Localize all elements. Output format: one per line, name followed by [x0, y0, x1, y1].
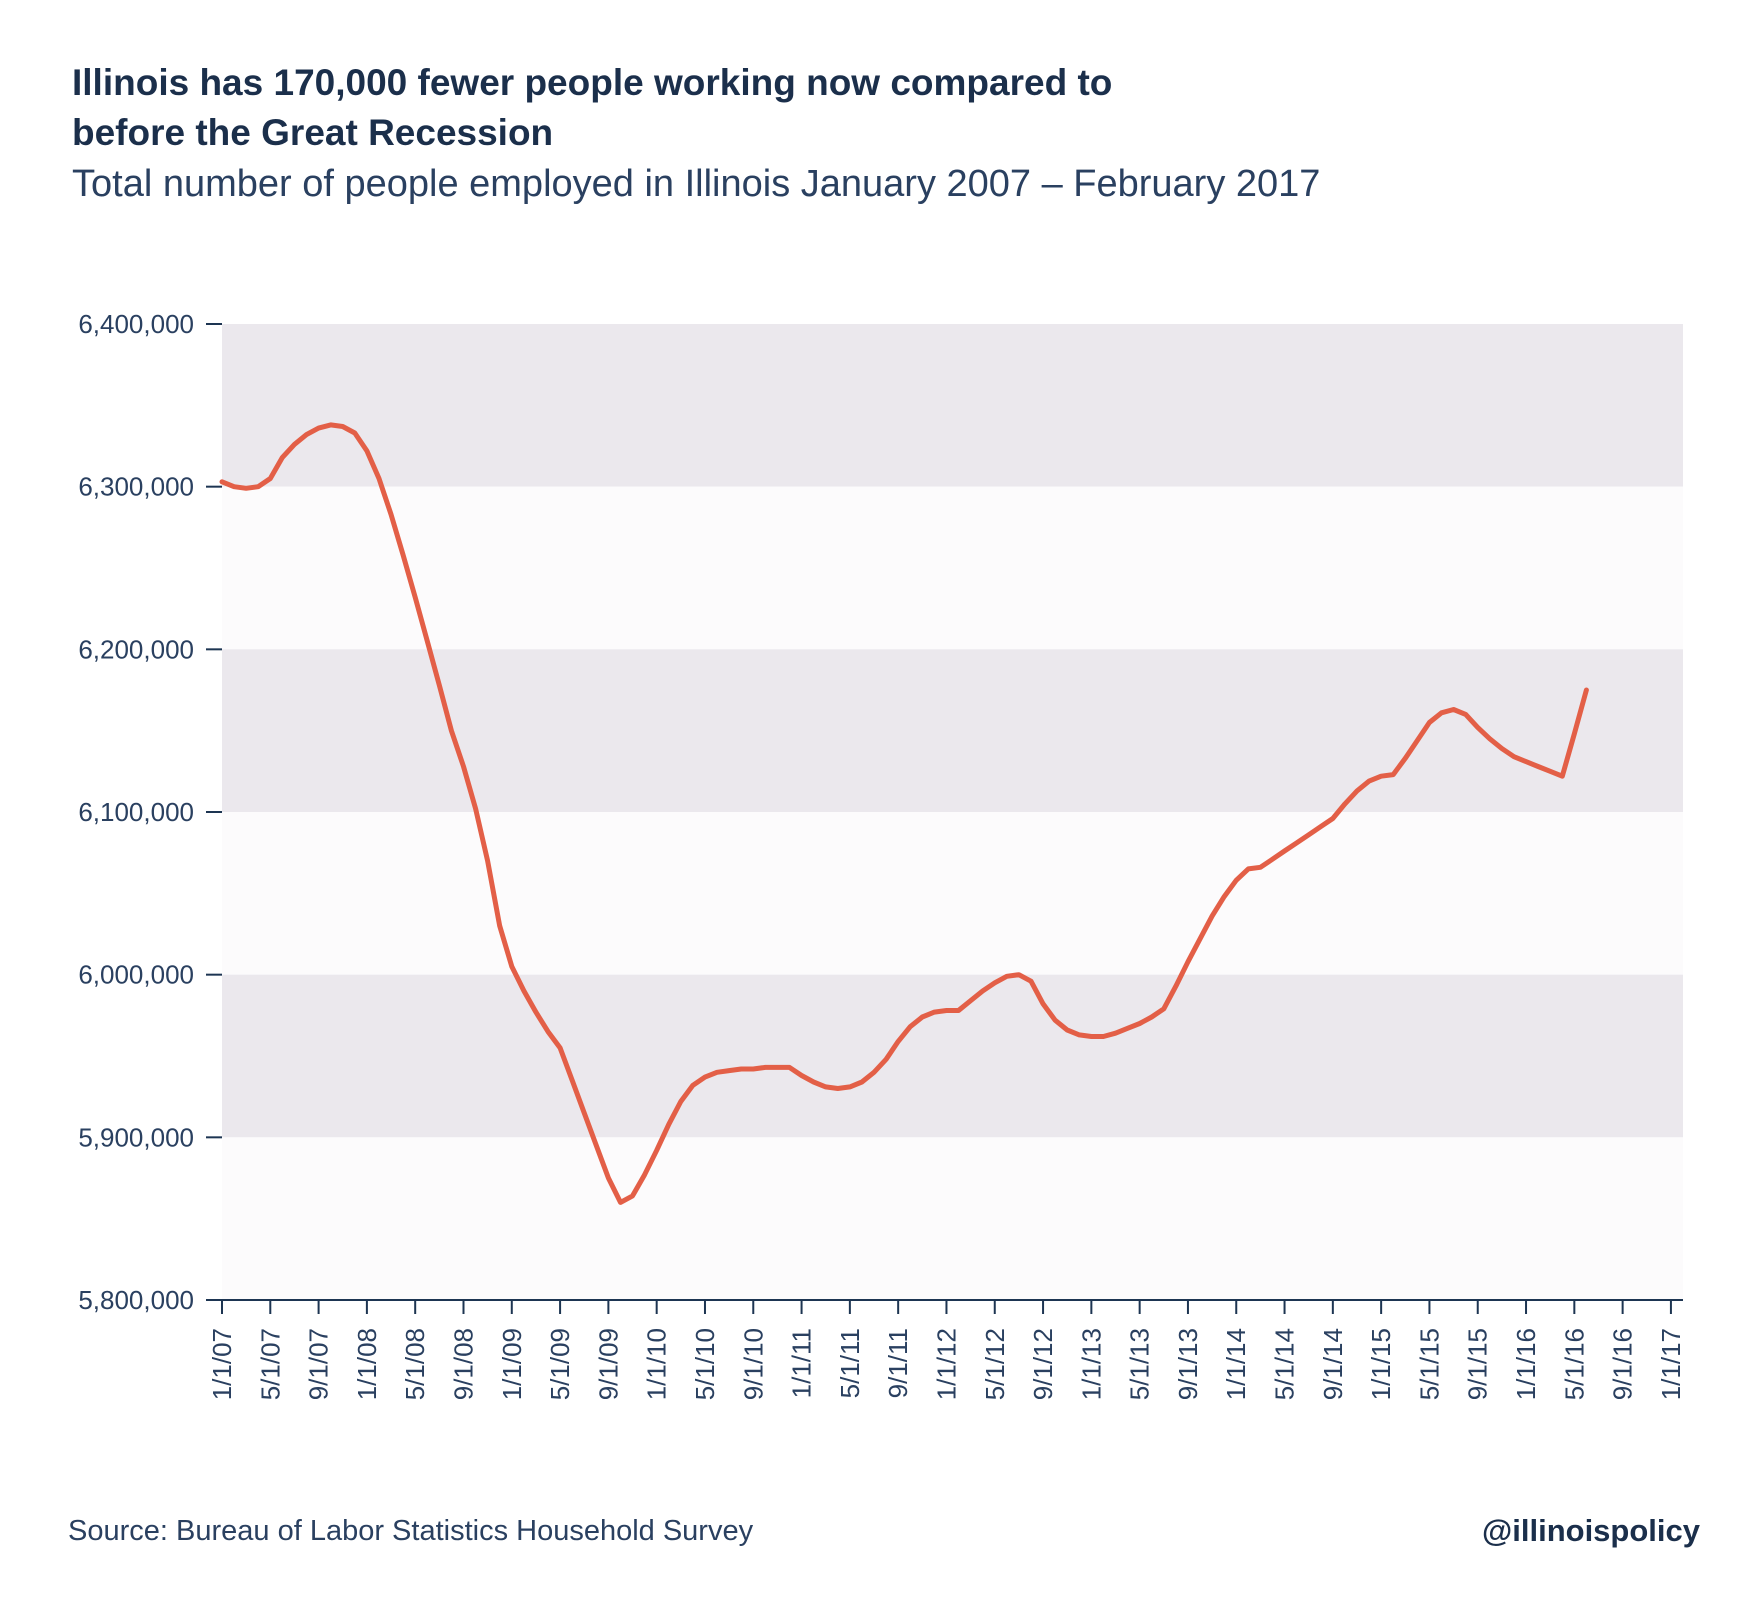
x-tick-label: 9/1/11	[883, 1328, 913, 1398]
x-tick-label: 1/1/11	[787, 1328, 817, 1398]
x-tick-label: 1/1/08	[352, 1328, 382, 1400]
x-tick-label: 1/1/15	[1366, 1328, 1396, 1400]
x-tick-label: 9/1/08	[448, 1328, 478, 1400]
x-tick-label: 9/1/15	[1463, 1328, 1493, 1400]
grid-band	[222, 324, 1683, 487]
employment-series-line	[219, 422, 1589, 1205]
grid-band	[222, 649, 1683, 812]
x-tick-label: 5/1/13	[1125, 1328, 1155, 1400]
x-tick-label: 9/1/16	[1608, 1328, 1638, 1400]
chart-title-line-2: before the Great Recession	[72, 112, 554, 153]
chart-subtitle: Total number of people employed in Illin…	[72, 163, 1321, 205]
x-tick-label: 5/1/16	[1559, 1328, 1589, 1400]
x-tick-label: 5/1/12	[980, 1328, 1010, 1400]
source-note: Source: Bureau of Labor Statistics House…	[68, 1515, 754, 1547]
x-tick-label: 9/1/09	[593, 1328, 623, 1400]
x-tick-label: 5/1/14	[1270, 1328, 1300, 1400]
x-tick-label: 1/1/10	[642, 1328, 672, 1400]
x-tick-label: 1/1/07	[207, 1328, 237, 1400]
x-tick-label: 9/1/12	[1028, 1328, 1058, 1400]
x-tick-label: 5/1/09	[545, 1328, 575, 1400]
x-tick-label: 1/1/17	[1656, 1328, 1686, 1400]
x-tick-label: 9/1/13	[1173, 1328, 1203, 1400]
y-tick-label: 5,800,000	[78, 1285, 194, 1315]
x-tick-label: 5/1/07	[255, 1328, 285, 1400]
grid-band	[222, 974, 1683, 1138]
y-tick-label: 6,000,000	[78, 960, 194, 990]
grid-band	[222, 1137, 1683, 1300]
x-tick-label: 5/1/10	[690, 1328, 720, 1400]
chart-title-line-1: Illinois has 170,000 fewer people workin…	[72, 62, 1113, 103]
x-tick-label: 1/1/13	[1076, 1328, 1106, 1400]
chart-title: Illinois has 170,000 fewer people workin…	[72, 58, 1472, 158]
x-tick-label: 9/1/10	[738, 1328, 768, 1400]
y-tick-label: 6,300,000	[78, 472, 194, 502]
x-tick-label: 1/1/12	[931, 1328, 961, 1400]
brand-handle: @illinoispolicy	[1482, 1513, 1700, 1548]
x-tick-label: 1/1/09	[497, 1328, 527, 1400]
y-tick-label: 6,100,000	[78, 797, 194, 827]
y-tick-label: 6,400,000	[78, 309, 194, 339]
grid-band	[222, 812, 1683, 975]
x-tick-label: 5/1/11	[835, 1328, 865, 1398]
y-tick-label: 6,200,000	[78, 634, 194, 664]
x-tick-label: 5/1/15	[1414, 1328, 1444, 1400]
x-tick-label: 1/1/14	[1221, 1328, 1251, 1400]
x-tick-label: 5/1/08	[400, 1328, 430, 1400]
grid-band	[222, 486, 1683, 650]
y-tick-label: 5,900,000	[78, 1122, 194, 1152]
x-tick-label: 1/1/16	[1511, 1328, 1541, 1400]
employment-line-chart: 6,400,000 6,300,000 6,200,000 6,100,000 6,00…	[78, 309, 1686, 1400]
x-tick-label: 9/1/14	[1318, 1328, 1348, 1400]
x-tick-label: 9/1/07	[304, 1328, 334, 1400]
